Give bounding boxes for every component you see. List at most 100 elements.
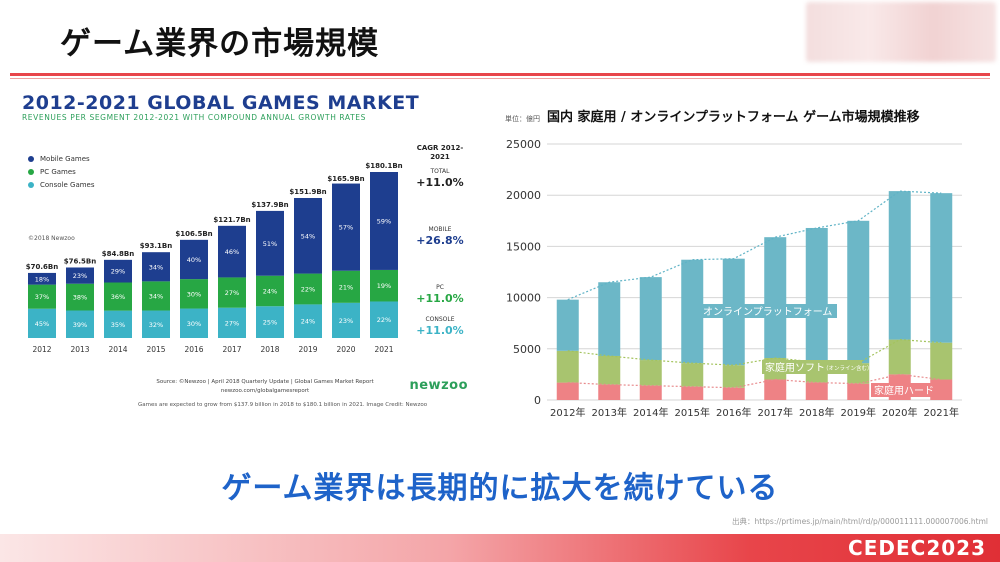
series-label-hardware: 家庭用ハード [874,384,934,397]
top-divider-thin [10,78,990,79]
segment-label: 35% [111,321,125,329]
top-divider [10,73,990,76]
segment-label: 22% [377,316,391,324]
x-tick-label: 2015年 [675,406,710,419]
bar-segment [930,342,953,380]
segment-label: 18% [35,275,49,283]
bar-segment [598,282,621,356]
y-tick-label: 0 [534,394,541,407]
segment-label: 27% [225,319,239,327]
total-label: $165.9Bn [327,175,364,183]
total-label: $137.9Bn [251,201,288,209]
x-tick-label: 2013年 [592,406,627,419]
newzoo-note: Games are expected to grow from $137.9 b… [138,402,428,408]
newzoo-source: Source: ©Newzoo | April 2018 Quarterly U… [150,378,380,396]
bar-segment [930,379,953,400]
segment-label: 23% [73,272,87,280]
segment-label: 27% [225,289,239,297]
bar-segment [104,259,132,283]
bar-segment [142,252,170,282]
footer-bar: CEDEC2023 [0,534,1000,562]
segment-label: 25% [263,319,277,327]
cagr-pc-value: +11.0% [416,292,464,305]
total-label: $93.1Bn [140,242,172,250]
bar-segment [294,304,322,338]
legend-item-pc: PC Games [28,165,95,178]
y-tick-label: 25000 [506,138,541,151]
bar-segment [764,379,787,400]
y-tick-label: 15000 [506,240,541,253]
total-label: $106.5Bn [175,230,212,238]
segment-label: 38% [73,294,87,302]
bar-segment [28,284,56,309]
segment-label: 22% [301,285,315,293]
bar-segment [180,239,208,280]
segment-label: 34% [149,292,163,300]
x-tick-label: 2015 [146,345,165,354]
segment-label: 21% [339,283,353,291]
bar-segment [764,237,787,359]
bar-segment [930,193,953,343]
segment-label: 51% [263,240,277,248]
segment-label: 36% [111,293,125,301]
online-label-bg [699,304,837,318]
bar-segment [722,365,745,388]
bar-segment [180,308,208,338]
segment-label: 23% [339,317,353,325]
tagline: ゲーム業界は長期的に拡大を続けている [221,471,779,506]
bar-segment [66,267,94,284]
segment-label: 37% [35,293,49,301]
cagr-block: CAGR 2012-2021 TOTAL +11.0% MOBILE +26.8… [410,138,470,338]
bar-segment [218,277,246,308]
segment-label: 40% [187,256,201,264]
bar-segment [639,360,662,386]
total-label: $70.6Bn [26,263,58,271]
segment-label: 46% [225,248,239,256]
bar-segment [556,382,579,400]
x-tick-label: 2014年 [633,406,668,419]
slide-title: ゲーム業界の市場規模 [60,26,380,62]
bar-segment [639,385,662,400]
cagr-header: CAGR 2012-2021 [416,144,464,161]
bar-segment [142,310,170,338]
x-tick-label: 2021 [374,345,393,354]
series-label-software: 家庭用ソフト [765,361,825,374]
bar-segment [681,363,704,387]
x-tick-label: 2018年 [799,406,834,419]
total-label: $76.5Bn [64,257,96,265]
y-tick-label: 20000 [506,189,541,202]
segment-label: 19% [377,282,391,290]
segment-label: 39% [73,321,87,329]
segment-label: 57% [339,224,353,232]
global-chart-subtitle: REVENUES PER SEGMENT 2012-2021 WITH COMP… [22,113,366,122]
x-tick-label: 2017年 [758,406,793,419]
newzoo-source-line: Source: ©Newzoo | April 2018 Quarterly U… [156,379,374,385]
x-tick-label: 2013 [70,345,89,354]
global-bar-chart: 45% 37% 18% $70.6Bn 2012 39% 38% 23% $76.5Bn 2013… [26,162,403,354]
series-label-software-suffix: （オンライン含む） [823,364,873,372]
total-label: $180.1Bn [365,162,402,170]
bar-segment [66,310,94,338]
bar-segment [104,310,132,338]
bar-segment [66,283,94,311]
segment-label: 29% [111,268,125,276]
x-tick-label: 2014 [108,345,127,354]
bar-segment [370,301,398,338]
bar-segment [598,384,621,400]
domestic-bar-chart: 0 5000 10000 15000 20000 25000 2012年 2013年 2014年… [506,138,962,419]
bar-segment [180,279,208,309]
cagr-total-label: TOTAL [430,168,450,175]
bar-segment [805,227,828,363]
hardware-label-bg [871,383,933,397]
cagr-console-label: CONSOLE [425,316,455,323]
bar-segment [256,275,284,307]
x-tick-label: 2019 [298,345,317,354]
total-label: $84.8Bn [102,250,134,258]
x-tick-label: 2020年 [882,406,917,419]
legend-label: PC Games [40,167,76,176]
bar-segment [370,172,398,270]
bar-segment [256,306,284,338]
total-label: $121.7Bn [213,216,250,224]
cagr-mobile-label: MOBILE [428,226,452,233]
segment-label: 30% [187,290,201,298]
